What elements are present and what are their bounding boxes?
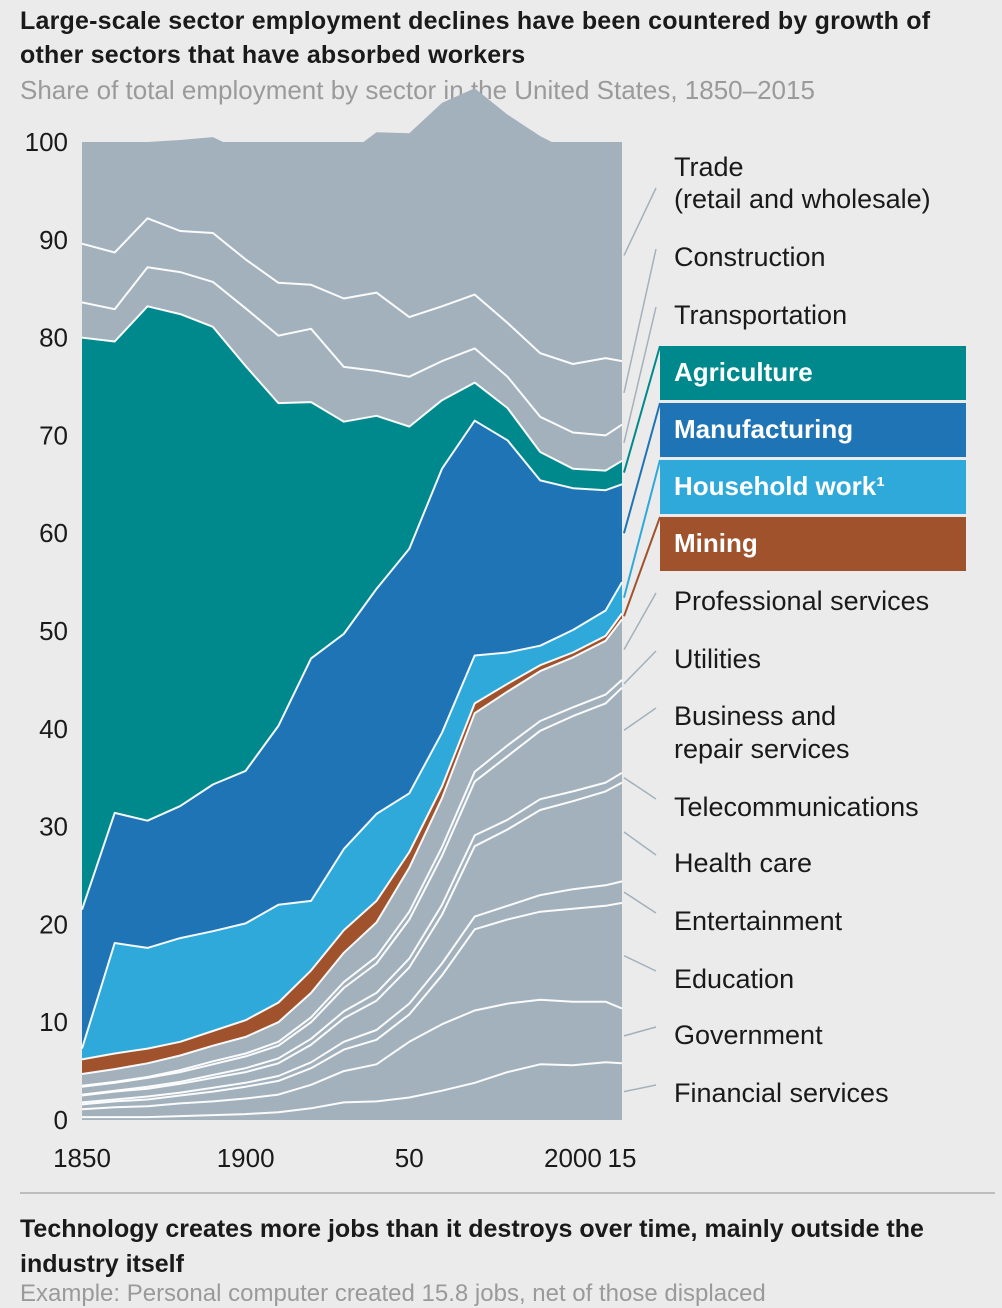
x-tick-label: 2000 xyxy=(544,1143,602,1173)
series-label-agriculture: Agriculture xyxy=(674,357,813,387)
series-label-education: Education xyxy=(674,964,794,994)
label-box-household-work xyxy=(660,460,966,514)
stacked-area-chart: 0 10 20 30 40 50 60 70 80 90 100 1850 1900 50 2000 15 Tr… xyxy=(25,88,966,1173)
area-trade-retail-and-wholesale xyxy=(82,88,622,364)
line-telecommunications xyxy=(81,771,623,1096)
y-tick-label: 30 xyxy=(39,812,68,842)
y-tick-label: 0 xyxy=(54,1105,68,1135)
leader-line xyxy=(623,248,657,394)
y-tick-label: 10 xyxy=(39,1007,68,1037)
line-manufacturing xyxy=(81,419,623,911)
leader-line xyxy=(623,345,661,473)
y-tick-label: 90 xyxy=(39,225,68,255)
series-label-entertainment: Entertainment xyxy=(674,906,843,936)
series-label-mining: Mining xyxy=(674,528,758,558)
line-entertainment xyxy=(81,880,623,1104)
x-tick-label: 1900 xyxy=(217,1143,275,1173)
leader-line xyxy=(623,459,661,599)
series-label-professional-services: Professional services xyxy=(674,586,929,616)
leader-line xyxy=(623,707,657,731)
leader-line xyxy=(623,831,657,856)
series-label-business-and-repair-services: Business and xyxy=(674,701,836,731)
area-household-work xyxy=(82,582,622,1060)
series-label-telecommunications: Telecommunications xyxy=(674,792,919,822)
y-tick-label: 100 xyxy=(25,127,68,157)
x-tick-label: 15 xyxy=(608,1143,637,1173)
line-construction xyxy=(81,217,623,365)
leader-line xyxy=(623,306,657,443)
series-label-household-work: Household work¹ xyxy=(674,471,885,501)
area-entertainment xyxy=(82,881,622,1105)
area-government xyxy=(82,999,622,1118)
y-tick-label: 80 xyxy=(39,323,68,353)
leader-line xyxy=(623,402,661,534)
leader-line xyxy=(623,955,657,972)
area-financial-services xyxy=(82,1062,622,1120)
line-mining xyxy=(81,612,623,1061)
y-tick-label: 40 xyxy=(39,714,68,744)
series-label-utilities: Utilities xyxy=(674,644,761,674)
leader-line xyxy=(623,592,657,650)
area-agriculture xyxy=(82,306,622,910)
y-tick-label: 20 xyxy=(39,909,68,939)
series-label-government: Government xyxy=(674,1020,823,1050)
next-section-subtitle-cut: Example: Personal computer created 15.8 … xyxy=(20,1280,766,1307)
leader-line xyxy=(623,1026,657,1037)
series-label-manufacturing: Manufacturing xyxy=(674,414,853,444)
series-label-financial-services: Financial services xyxy=(674,1078,889,1108)
line-education xyxy=(81,901,623,1106)
line-business-and-repair-services xyxy=(81,686,623,1088)
series-label-trade-retail-and-wholesale: Trade xyxy=(674,152,744,182)
label-box-agriculture xyxy=(660,346,966,400)
series-label-business-and-repair-services-line2: repair services xyxy=(674,734,850,764)
leader-line xyxy=(623,891,657,914)
line-government xyxy=(81,998,623,1111)
chart-title: Large-scale sector employment declines h… xyxy=(20,7,931,69)
line-transportation xyxy=(81,266,623,437)
line-professional-services xyxy=(81,618,623,1075)
section-divider xyxy=(20,1192,995,1194)
area-business-and-repair-services xyxy=(82,687,622,1095)
y-tick-label: 50 xyxy=(39,616,68,646)
series-label-trade-retail-and-wholesale-line2: (retail and wholesale) xyxy=(674,184,931,214)
line-health-care xyxy=(81,781,623,1097)
y-tick-label: 70 xyxy=(39,420,68,450)
label-box-mining xyxy=(660,517,966,571)
series-label-construction: Construction xyxy=(674,242,826,272)
line-financial-services xyxy=(82,1061,623,1119)
next-section-title: Technology creates more jobs than it des… xyxy=(20,1215,924,1278)
leader-line xyxy=(623,187,657,256)
chart-subtitle: Share of total employment by sector in t… xyxy=(20,75,815,105)
area-construction xyxy=(82,218,622,436)
area-professional-services xyxy=(82,619,622,1086)
area-health-care xyxy=(82,782,622,1103)
x-tick-label: 50 xyxy=(395,1143,424,1173)
leader-line xyxy=(623,650,657,685)
line-utilities xyxy=(81,679,623,1087)
label-box-manufacturing xyxy=(660,403,966,457)
area-education xyxy=(82,902,622,1110)
line-household-work xyxy=(81,581,623,1049)
x-tick-label: 1850 xyxy=(53,1143,111,1173)
line-agriculture xyxy=(81,305,623,472)
series-label-transportation: Transportation xyxy=(674,300,847,330)
area-manufacturing xyxy=(82,420,622,1049)
leader-line xyxy=(623,777,657,800)
leader-line xyxy=(623,1084,657,1093)
y-tick-label: 60 xyxy=(39,518,68,548)
series-label-health-care: Health care xyxy=(674,848,812,878)
leader-line xyxy=(623,516,661,617)
